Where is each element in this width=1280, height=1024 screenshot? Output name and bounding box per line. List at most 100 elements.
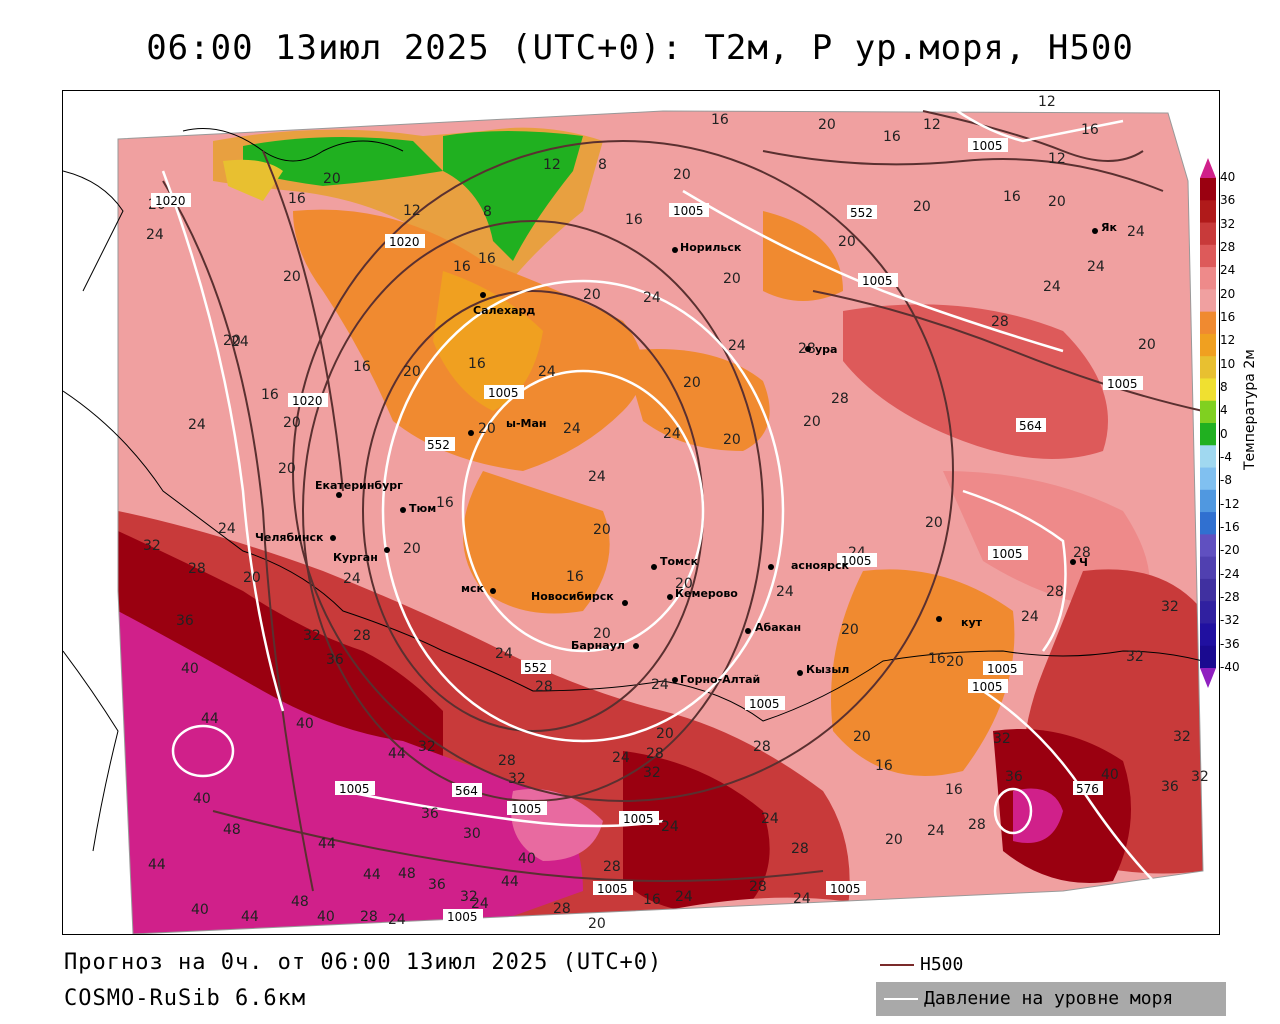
city-barnaul: Барнаул xyxy=(571,639,625,652)
svg-text:8: 8 xyxy=(483,204,492,220)
svg-text:12: 12 xyxy=(543,157,561,173)
svg-text:564: 564 xyxy=(455,784,478,798)
svg-text:12: 12 xyxy=(923,117,941,133)
colorbar-segment xyxy=(1200,244,1216,268)
svg-text:20: 20 xyxy=(1138,337,1156,353)
svg-text:24: 24 xyxy=(1043,279,1061,295)
colorbar-tick-label: -24 xyxy=(1220,566,1240,581)
colorbar-segment xyxy=(1200,467,1216,491)
svg-text:28: 28 xyxy=(188,561,206,577)
svg-text:24: 24 xyxy=(776,584,794,600)
svg-text:28: 28 xyxy=(603,859,621,875)
svg-text:20: 20 xyxy=(278,461,296,477)
svg-text:32: 32 xyxy=(1191,769,1209,785)
svg-text:1005: 1005 xyxy=(511,802,542,816)
temperature-labels: 16 20 12 16 12 16 12 16 20 20 20 24 24 2… xyxy=(143,94,1209,932)
colorbar-tick-label: -32 xyxy=(1220,613,1240,628)
city-tomsk: Томск xyxy=(660,555,699,568)
svg-text:32: 32 xyxy=(508,771,526,787)
colorbar-bottom-arrow xyxy=(1200,668,1216,688)
colorbar-tick-label: -16 xyxy=(1220,520,1240,534)
colorbar-tick-label: 12 xyxy=(1220,333,1236,348)
t-label: 16 xyxy=(711,112,729,128)
colorbar-segment xyxy=(1200,400,1216,424)
svg-text:28: 28 xyxy=(749,879,767,895)
svg-text:24: 24 xyxy=(388,912,406,928)
colorbar-tick-label: 10 xyxy=(1220,356,1236,371)
h500-swatch xyxy=(880,964,914,966)
svg-text:16: 16 xyxy=(453,259,471,275)
svg-text:28: 28 xyxy=(646,746,664,762)
colorbar-segment xyxy=(1200,556,1216,580)
svg-text:20: 20 xyxy=(403,364,421,380)
colorbar-segment xyxy=(1200,578,1216,602)
svg-text:20: 20 xyxy=(913,199,931,215)
colorbar-segment xyxy=(1200,378,1216,402)
svg-text:552: 552 xyxy=(850,206,873,220)
svg-text:16: 16 xyxy=(468,356,486,372)
svg-text:24: 24 xyxy=(663,426,681,442)
svg-text:48: 48 xyxy=(223,822,241,838)
colorbar-segment xyxy=(1200,489,1216,513)
svg-text:44: 44 xyxy=(388,746,406,762)
svg-text:24: 24 xyxy=(343,571,361,587)
svg-text:1020: 1020 xyxy=(389,235,420,249)
svg-text:32: 32 xyxy=(1161,599,1179,615)
colorbar-tick-label: 0 xyxy=(1220,426,1228,441)
svg-text:20: 20 xyxy=(583,287,601,303)
svg-text:24: 24 xyxy=(643,290,661,306)
svg-text:1005: 1005 xyxy=(1107,377,1138,391)
city-gorno-altaysk: Горно-Алтай xyxy=(680,673,760,686)
svg-text:40: 40 xyxy=(181,661,199,677)
city-salekhard: Салехард xyxy=(473,304,535,317)
svg-text:1005: 1005 xyxy=(972,139,1003,153)
svg-text:24: 24 xyxy=(612,750,630,766)
colorbar-segment xyxy=(1200,623,1216,647)
svg-text:20: 20 xyxy=(593,626,611,642)
svg-text:48: 48 xyxy=(291,894,309,910)
svg-text:1005: 1005 xyxy=(623,812,654,826)
svg-text:44: 44 xyxy=(363,867,381,883)
svg-text:12: 12 xyxy=(403,203,421,219)
temperature-colorbar xyxy=(1200,158,1216,688)
svg-text:16: 16 xyxy=(1081,122,1099,138)
svg-text:20: 20 xyxy=(656,726,674,742)
svg-text:24: 24 xyxy=(675,889,693,905)
svg-text:1005: 1005 xyxy=(841,554,872,568)
svg-text:24: 24 xyxy=(146,227,164,243)
colorbar-segment xyxy=(1200,356,1216,379)
svg-text:44: 44 xyxy=(501,874,519,890)
svg-text:24: 24 xyxy=(661,819,679,835)
svg-text:16: 16 xyxy=(883,129,901,145)
svg-text:1005: 1005 xyxy=(987,662,1018,676)
svg-text:28: 28 xyxy=(360,909,378,925)
svg-text:28: 28 xyxy=(968,817,986,833)
svg-text:36: 36 xyxy=(326,652,344,668)
colorbar-top-arrow xyxy=(1200,158,1216,178)
city-kemerovo: Кемерово xyxy=(675,587,738,600)
svg-text:28: 28 xyxy=(498,753,516,769)
svg-text:36: 36 xyxy=(1005,769,1023,785)
svg-text:32: 32 xyxy=(143,538,161,554)
svg-text:36: 36 xyxy=(176,613,194,629)
svg-text:32: 32 xyxy=(460,889,478,905)
svg-text:24: 24 xyxy=(1087,259,1105,275)
colorbar-tick-label: -20 xyxy=(1220,543,1240,558)
forecast-map[interactable]: 16 20 12 16 12 16 12 16 20 20 20 24 24 2… xyxy=(62,90,1220,935)
colorbar-segment xyxy=(1200,601,1216,624)
svg-text:24: 24 xyxy=(588,469,606,485)
svg-text:32: 32 xyxy=(993,731,1011,747)
colorbar-segment xyxy=(1200,200,1216,224)
svg-text:1005: 1005 xyxy=(992,547,1023,561)
city-chelyabinsk: Челябинск xyxy=(255,531,324,544)
svg-text:40: 40 xyxy=(1101,767,1119,783)
svg-text:32: 32 xyxy=(643,765,661,781)
city-omsk: мск xyxy=(461,582,485,595)
colorbar-tick-label: -40 xyxy=(1220,660,1240,674)
svg-text:16: 16 xyxy=(353,359,371,375)
svg-text:564: 564 xyxy=(1019,419,1042,433)
svg-text:44: 44 xyxy=(201,711,219,727)
colorbar-tick-label: -4 xyxy=(1220,450,1232,464)
city-krasnoyarsk: асноярск xyxy=(791,559,850,572)
city-kurgan: Курган xyxy=(333,551,378,564)
